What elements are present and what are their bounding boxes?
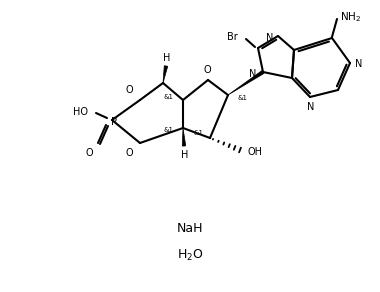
Text: Br: Br [227, 32, 238, 42]
Text: &1: &1 [193, 130, 203, 136]
Polygon shape [228, 71, 264, 95]
Text: NaH: NaH [177, 222, 203, 234]
Text: H: H [163, 53, 171, 63]
Text: NH$_2$: NH$_2$ [340, 10, 361, 24]
Text: N: N [249, 69, 256, 79]
Text: &1: &1 [163, 94, 173, 100]
Text: H: H [181, 150, 189, 160]
Text: HO: HO [73, 107, 88, 117]
Text: O: O [125, 85, 133, 95]
Text: P: P [111, 117, 117, 127]
Text: N: N [355, 59, 363, 69]
Text: N: N [307, 102, 315, 112]
Polygon shape [163, 66, 168, 83]
Text: &1: &1 [163, 127, 173, 133]
Text: &1: &1 [238, 95, 248, 101]
Text: O: O [125, 148, 133, 158]
Text: N: N [266, 33, 273, 43]
Polygon shape [182, 128, 186, 146]
Text: O: O [86, 148, 93, 158]
Text: O: O [203, 65, 211, 75]
Text: OH: OH [248, 147, 263, 157]
Text: H$_2$O: H$_2$O [177, 247, 203, 263]
